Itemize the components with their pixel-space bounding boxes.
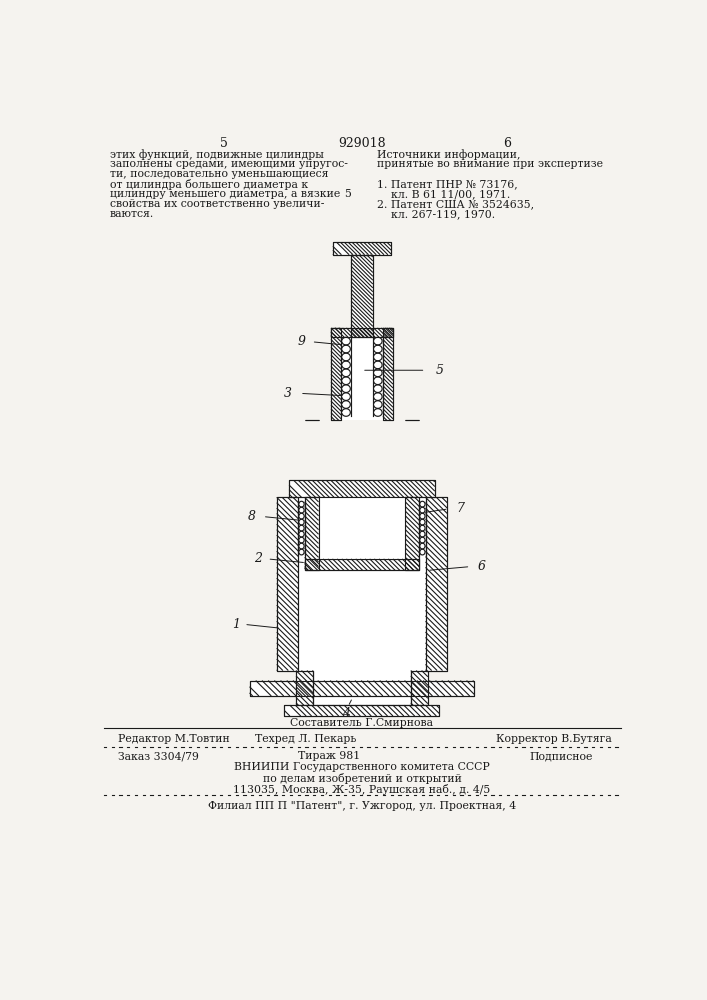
Bar (383, 328, 393, 420)
Text: кл. В 61 11/00, 1971.: кл. В 61 11/00, 1971. (391, 189, 510, 199)
Text: ваются.: ваются. (110, 209, 154, 219)
Bar (351, 255, 373, 337)
Bar (289, 480, 435, 497)
Text: 9: 9 (298, 335, 305, 348)
Text: 6: 6 (478, 560, 486, 573)
Text: Техред Л. Пекарь: Техред Л. Пекарь (255, 734, 356, 744)
Text: Тираж 981: Тираж 981 (298, 751, 360, 761)
Text: 2. Патент США № 3524635,: 2. Патент США № 3524635, (378, 199, 534, 209)
Bar (250, 681, 474, 696)
Text: 1. Патент ПНР № 73176,: 1. Патент ПНР № 73176, (378, 179, 518, 189)
Bar (351, 255, 373, 337)
Text: 5: 5 (436, 364, 443, 377)
Text: от цилиндра большего диаметра к: от цилиндра большего диаметра к (110, 179, 308, 190)
Text: Филиал ПП П "Патент", г. Ужгород, ул. Проектная, 4: Филиал ПП П "Патент", г. Ужгород, ул. Пр… (208, 801, 516, 811)
Bar (305, 559, 419, 570)
Text: 929018: 929018 (338, 137, 386, 150)
Text: Корректор В.Бутяга: Корректор В.Бутяга (496, 734, 612, 744)
Bar (331, 328, 341, 420)
Text: 5: 5 (220, 137, 228, 150)
Bar (298, 497, 426, 671)
Bar (341, 337, 383, 420)
Bar (276, 497, 298, 671)
Text: 1: 1 (233, 618, 240, 631)
Text: этих функций, подвижные цилиндры: этих функций, подвижные цилиндры (110, 149, 324, 160)
Text: 113035, Москва, Ж-35, Раушская наб., д. 4/5: 113035, Москва, Ж-35, Раушская наб., д. … (233, 784, 491, 795)
Text: ВНИИПИ Государственного комитета СССР: ВНИИПИ Государственного комитета СССР (234, 762, 490, 772)
Bar (289, 480, 435, 497)
Bar (296, 671, 313, 705)
Bar (426, 497, 448, 671)
Bar (383, 328, 393, 420)
Bar (331, 328, 393, 337)
Text: ти, последовательно уменьшающиеся: ти, последовательно уменьшающиеся (110, 169, 329, 179)
Bar (411, 671, 428, 705)
Bar (331, 328, 393, 337)
Text: Подписное: Подписное (530, 751, 592, 761)
Text: 4: 4 (342, 707, 351, 720)
Bar (313, 671, 411, 705)
Bar (405, 497, 419, 570)
Bar (305, 497, 319, 570)
Text: 8: 8 (248, 510, 256, 523)
Bar (296, 671, 313, 705)
Text: 2: 2 (254, 552, 262, 565)
Text: заполнены средами, имеющими упругос-: заполнены средами, имеющими упругос- (110, 159, 348, 169)
Bar (319, 497, 405, 559)
Bar (405, 497, 419, 570)
Bar (411, 671, 428, 705)
Text: Заказ 3304/79: Заказ 3304/79 (118, 751, 199, 761)
Bar (276, 497, 298, 671)
Text: Редактор М.Товтин: Редактор М.Товтин (118, 734, 230, 744)
Text: по делам изобретений и открытий: по делам изобретений и открытий (262, 773, 462, 784)
Text: свойства их соответственно увеличи-: свойства их соответственно увеличи- (110, 199, 325, 209)
Bar (305, 559, 419, 570)
Text: цилиндру меньшего диаметра, а вязкие: цилиндру меньшего диаметра, а вязкие (110, 189, 340, 199)
Bar (426, 497, 448, 671)
Text: 3: 3 (284, 387, 292, 400)
Text: 6: 6 (503, 137, 511, 150)
Bar (284, 705, 440, 716)
Bar (250, 681, 474, 696)
Text: 7: 7 (457, 502, 464, 515)
Bar (305, 497, 319, 570)
Bar (331, 328, 341, 420)
Bar (333, 242, 391, 255)
Bar (333, 242, 391, 255)
Text: Составитель Г.Смирнова: Составитель Г.Смирнова (291, 718, 433, 728)
Bar (284, 705, 440, 716)
Text: Источники информации,: Источники информации, (378, 149, 521, 160)
Text: принятые во внимание при экспертизе: принятые во внимание при экспертизе (378, 159, 604, 169)
Text: 5: 5 (344, 189, 351, 199)
Text: кл. 267-119, 1970.: кл. 267-119, 1970. (391, 209, 495, 219)
